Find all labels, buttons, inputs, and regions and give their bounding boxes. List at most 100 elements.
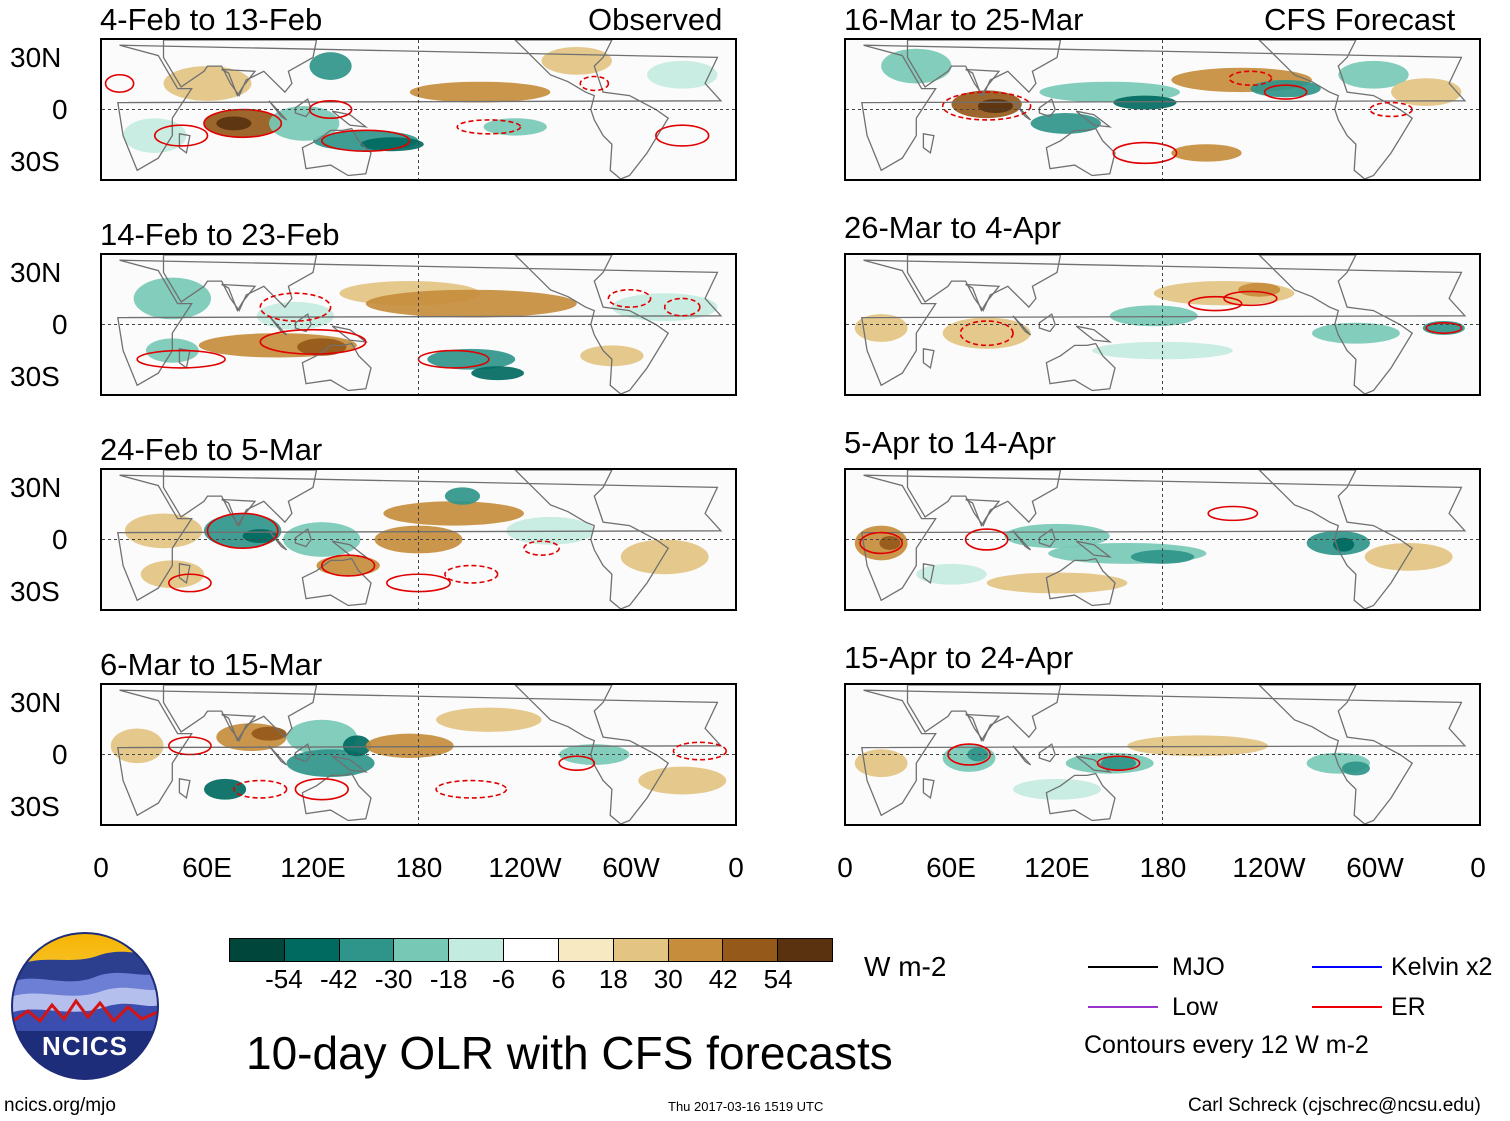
olr-anomaly — [163, 66, 252, 101]
coastline — [514, 255, 670, 394]
legend-er-label: ER — [1391, 993, 1426, 1021]
olr-anomaly — [1171, 144, 1242, 162]
logo-text: NCICS — [42, 1031, 128, 1061]
er-contour — [259, 328, 367, 355]
coastline — [1258, 255, 1414, 394]
colorbar-tick-label: -30 — [374, 964, 413, 994]
er-contour — [1223, 290, 1278, 307]
coastline — [268, 745, 288, 766]
olr-anomaly — [203, 778, 247, 800]
olr-anomaly — [342, 735, 372, 757]
coastline — [331, 755, 369, 773]
olr-anomaly — [1250, 79, 1321, 98]
er-contour — [1228, 70, 1273, 86]
coastline — [1012, 315, 1032, 336]
coastline — [162, 255, 318, 312]
olr-map — [102, 470, 735, 609]
coastline — [861, 689, 1467, 817]
olr-anomaly — [360, 137, 424, 152]
legend-kelvin-label: Kelvin x2 — [1391, 953, 1493, 981]
colorbar-tick-label: -42 — [320, 964, 358, 994]
olr-anomaly — [1338, 60, 1409, 89]
coastline — [221, 283, 257, 313]
coastline — [906, 40, 1062, 97]
xlabel-right-60e: 60E — [926, 852, 976, 883]
coastline — [301, 127, 372, 177]
coastline — [117, 44, 723, 172]
coastline — [162, 685, 318, 742]
xlabel-right-180: 180 — [1139, 852, 1187, 883]
coastline — [1258, 685, 1414, 824]
coastline — [1075, 325, 1113, 343]
olr-anomaly — [942, 317, 1031, 349]
er-contour — [663, 297, 701, 317]
coastline — [906, 685, 1062, 742]
ylabel-30s-2: 30S — [10, 361, 60, 392]
er-contour — [672, 741, 728, 761]
olr-anomaly — [140, 560, 204, 589]
coastline — [922, 348, 935, 370]
olr-map — [102, 685, 735, 824]
coastline — [1258, 40, 1414, 179]
er-contour — [153, 124, 209, 147]
map-panel-5 — [844, 38, 1481, 181]
colorbar-swatch — [722, 939, 778, 961]
coastline — [1045, 342, 1116, 392]
coastline — [162, 470, 318, 527]
panel-5-tag: CFS Forecast — [1264, 2, 1456, 37]
olr-anomaly — [383, 501, 524, 526]
olr-anomaly — [854, 749, 908, 778]
coastline — [294, 528, 312, 548]
figure-title: 10-day OLR with CFS forecasts — [246, 1027, 893, 1079]
panel-7-title: 5-Apr to 14-Apr — [844, 425, 1056, 460]
colorbar-swatch — [393, 939, 449, 961]
coastline — [1012, 530, 1032, 551]
coastline — [331, 110, 369, 128]
xlabel-left-60w: 60W — [602, 852, 660, 883]
coastline — [965, 498, 1001, 528]
er-contour — [168, 573, 212, 593]
olr-anomaly — [471, 366, 524, 381]
coastline — [268, 100, 288, 121]
coastline — [906, 470, 1062, 527]
olr-anomaly — [977, 99, 1014, 113]
xlabel-left-180: 180 — [395, 852, 443, 883]
er-contour — [435, 779, 508, 799]
panel-3-title: 24-Feb to 5-Mar — [100, 432, 323, 467]
olr-anomaly — [444, 487, 481, 505]
olr-anomaly — [1341, 761, 1370, 776]
colorbar-tick-label: 42 — [708, 964, 738, 994]
er-contour — [964, 528, 1009, 551]
coastline — [178, 563, 191, 585]
colorbar-tick-label: 30 — [653, 964, 683, 994]
olr-anomaly — [1109, 305, 1198, 327]
coastline — [1075, 755, 1113, 773]
ylabel-30n-3: 30N — [10, 472, 62, 503]
coastline — [221, 498, 257, 528]
er-contour — [294, 778, 349, 801]
olr-anomaly — [316, 555, 380, 576]
olr-anomaly — [881, 48, 952, 84]
er-contour — [456, 119, 522, 135]
colorbar-swatch — [503, 939, 558, 961]
er-contour — [941, 91, 1032, 121]
map-panel-3 — [100, 468, 737, 611]
er-contour — [1188, 295, 1243, 312]
coastline — [922, 778, 935, 800]
panel-4-title: 6-Mar to 15-Mar — [100, 647, 323, 682]
coastline — [514, 685, 670, 824]
xlabel-right-0e: 0 — [1470, 852, 1486, 883]
map-panel-7 — [844, 468, 1481, 611]
ylabel-30n-1: 30N — [10, 42, 62, 73]
colorbar-swatch — [338, 939, 394, 961]
er-contour — [259, 292, 332, 322]
ylabel-30s-4: 30S — [10, 791, 60, 822]
coastline — [922, 133, 935, 155]
olr-anomaly — [427, 348, 516, 370]
olr-anomaly — [967, 747, 989, 762]
olr-anomaly — [1311, 322, 1400, 344]
map-panel-4 — [100, 683, 737, 826]
coastline — [294, 743, 312, 763]
er-contour — [959, 320, 1014, 347]
panel-2-title: 14-Feb to 23-Feb — [100, 217, 340, 252]
